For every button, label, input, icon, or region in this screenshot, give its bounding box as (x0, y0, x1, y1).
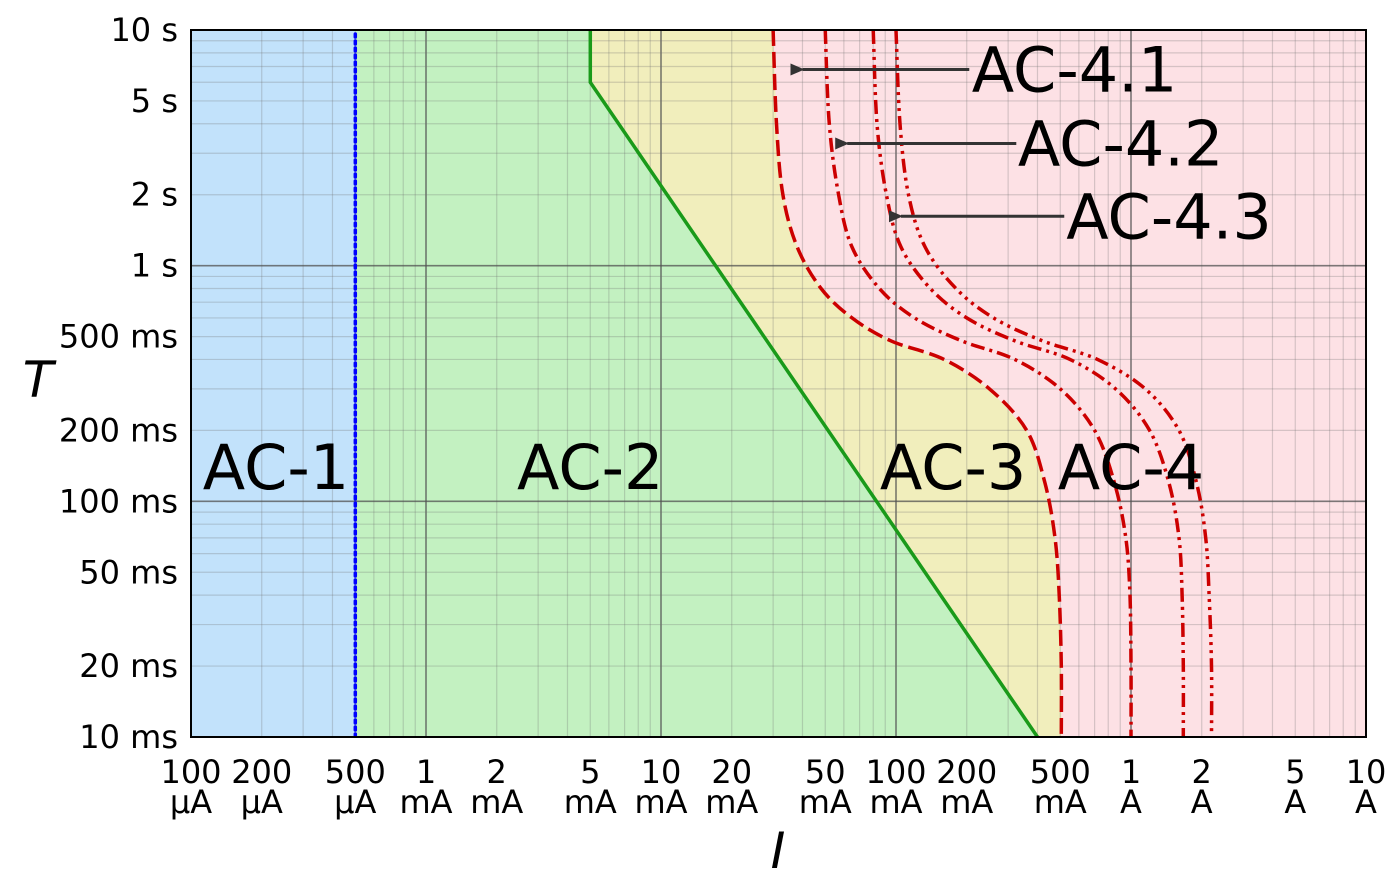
boundary-b (588, 30, 1039, 737)
y-tick-label: 10 s (110, 11, 178, 49)
x-tick-unit: mA (940, 783, 993, 821)
y-axis-title: T (23, 351, 57, 409)
x-tick-unit: A (1355, 783, 1377, 821)
x-tick-unit: mA (399, 783, 452, 821)
x-tick-label: 100 (865, 753, 926, 791)
boundary-c2 (823, 30, 1133, 737)
y-tick-label: 100 ms (59, 482, 178, 520)
x-tick-labels: 100µA200µA500µA1mA2mA5mA10mA20mA50mA100m… (160, 753, 1386, 821)
region-labels-layer: AC-1 AC-2 AC-3 AC-4 (203, 431, 1204, 504)
x-tick-unit: µA (334, 783, 376, 821)
x-tick-unit: A (1191, 783, 1213, 821)
x-tick-label: 500 (1030, 753, 1091, 791)
x-tick-label: 1 (1121, 753, 1141, 791)
x-tick-label: 1 (416, 753, 436, 791)
x-tick-label: 2 (487, 753, 507, 791)
grid-layer (190, 30, 1366, 738)
region-label-ac-2: AC-2 (517, 431, 663, 504)
callout-label-ac-4.3: AC-4.3 (1066, 180, 1272, 253)
x-tick-label: 5 (580, 753, 600, 791)
callout-label-ac-4.1: AC-4.1 (972, 33, 1178, 106)
boundary-c3 (871, 30, 1186, 737)
y-tick-label: 10 ms (79, 718, 178, 756)
boundary-c4 (894, 30, 1214, 737)
x-tick-label: 200 (936, 753, 997, 791)
callout-label-ac-4.2: AC-4.2 (1018, 107, 1224, 180)
x-tick-label: 10 (1346, 753, 1387, 791)
x-tick-unit: µA (241, 783, 283, 821)
y-tick-label: 200 ms (59, 411, 178, 449)
x-tick-label: 20 (711, 753, 752, 791)
x-tick-unit: mA (869, 783, 922, 821)
region-ac-2 (191, 30, 1038, 737)
boundary-c1 (771, 30, 1064, 737)
x-tick-label: 2 (1192, 753, 1212, 791)
x-tick-label: 100 (160, 753, 221, 791)
x-tick-label: 200 (231, 753, 292, 791)
y-tick-label: 500 ms (59, 318, 178, 356)
y-tick-label: 20 ms (79, 647, 178, 685)
x-tick-unit: mA (470, 783, 523, 821)
x-tick-unit: mA (705, 783, 758, 821)
x-tick-label: 500 (325, 753, 386, 791)
x-tick-label: 50 (805, 753, 846, 791)
x-tick-unit: mA (1034, 783, 1087, 821)
region-label-ac-1: AC-1 (203, 431, 349, 504)
y-tick-label: 50 ms (79, 553, 178, 591)
y-tick-labels: 10 ms 20 ms 50 ms 100 ms 200 ms 500 ms 1 s 2 s 5… (59, 11, 178, 756)
boundaries-layer (353, 30, 1214, 737)
region-label-ac-4: AC-4 (1058, 431, 1204, 504)
x-tick-unit: mA (799, 783, 852, 821)
x-tick-unit: mA (564, 783, 617, 821)
x-tick-label: 5 (1285, 753, 1305, 791)
y-tick-label: 1 s (131, 247, 178, 285)
callouts-layer: AC-4.1AC-4.2AC-4.3 (790, 33, 1272, 253)
x-tick-unit: µA (170, 783, 212, 821)
y-tick-label: 2 s (131, 176, 178, 214)
x-tick-unit: A (1120, 783, 1142, 821)
plot-frame (190, 29, 1367, 738)
x-axis-title: I (771, 822, 786, 869)
region-ac-1 (191, 30, 356, 737)
x-tick-unit: mA (634, 783, 687, 821)
region-label-ac-3: AC-3 (880, 431, 1026, 504)
x-tick-label: 10 (641, 753, 682, 791)
y-tick-label: 5 s (131, 82, 178, 120)
x-tick-unit: A (1284, 783, 1306, 821)
